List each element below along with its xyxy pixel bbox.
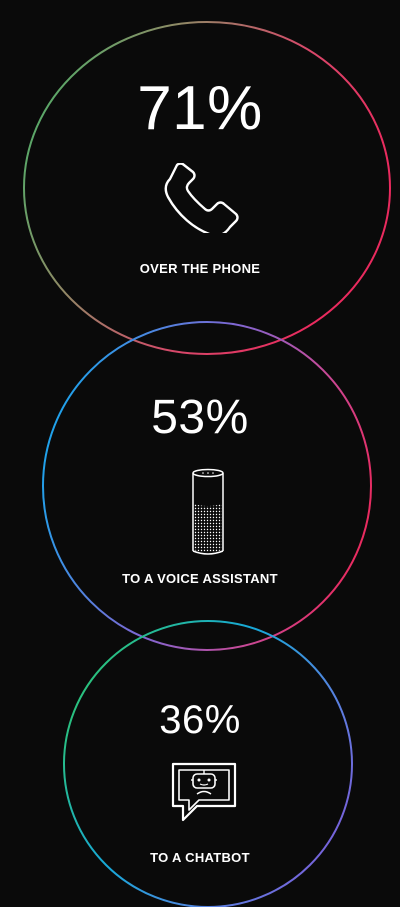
- percent-value: 71%: [137, 74, 263, 143]
- stat-label: OVER THE PHONE: [139, 261, 261, 276]
- stat-label: TO A CHATBOT: [150, 850, 250, 865]
- phone-icon: [164, 163, 239, 233]
- smart-speaker-icon: [192, 468, 224, 555]
- ring-chatbot: [63, 620, 353, 907]
- percent-value: 53%: [151, 391, 249, 444]
- ring-voice-assistant: [42, 321, 372, 651]
- stat-phone: 71% OVER THE PHONE: [0, 0, 400, 360]
- stat-chatbot: 36% TO A CHATBOT: [0, 630, 400, 907]
- ring-phone: [23, 21, 391, 355]
- chatbot-icon: [171, 762, 237, 822]
- stat-label: TO A VOICE ASSISTANT: [122, 571, 278, 586]
- percent-value: 36%: [159, 698, 241, 742]
- stat-voice-assistant: 53% TO A VOICE ASSISTANT: [0, 360, 400, 630]
